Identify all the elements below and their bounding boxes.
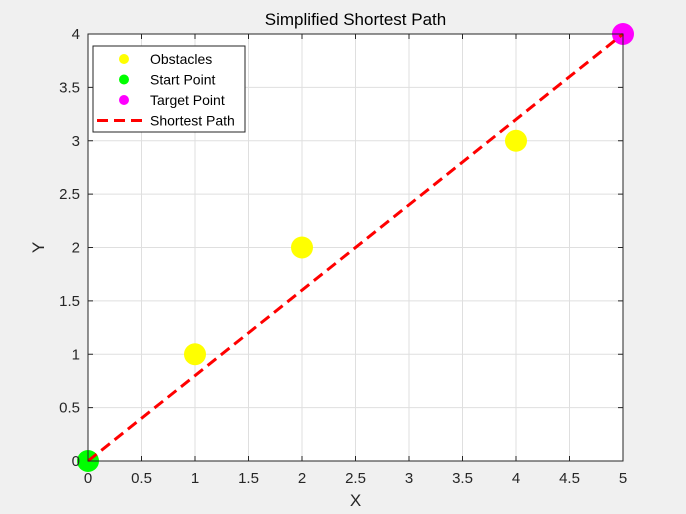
y-axis-label: Y bbox=[29, 242, 48, 253]
x-tick-label: 5 bbox=[619, 470, 627, 487]
y-tick-label: 0.5 bbox=[59, 400, 80, 417]
y-tick-label: 0 bbox=[72, 453, 80, 470]
x-tick-label: 3 bbox=[405, 470, 413, 487]
y-tick-label: 2 bbox=[72, 240, 80, 257]
x-tick-label: 3.5 bbox=[452, 470, 473, 487]
legend-marker bbox=[119, 95, 129, 105]
y-tick-label: 2.5 bbox=[59, 186, 80, 203]
data-layer bbox=[77, 23, 634, 472]
legend-box bbox=[92, 45, 246, 133]
legend-marker bbox=[119, 74, 129, 85]
data-point-obstacles-1 bbox=[291, 236, 313, 259]
chart-title: Simplified Shortest Path bbox=[265, 10, 446, 29]
x-tick-label: 2 bbox=[298, 470, 306, 487]
ticks: 0 0.5 1 1.5 2 2.5 3 3.5 4 4.5 5 0 0.5 1 1.5 2 2.5 3 3.5 4 bbox=[59, 26, 627, 487]
legend-marker bbox=[119, 54, 129, 64]
x-tick-label: 1.5 bbox=[238, 470, 259, 487]
x-tick-label: 0.5 bbox=[131, 470, 152, 487]
x-axis-label: X bbox=[350, 491, 361, 509]
y-tick-label: 1 bbox=[72, 346, 80, 363]
x-tick-label: 4.5 bbox=[559, 470, 580, 487]
y-tick-label: 4 bbox=[72, 26, 80, 43]
y-tick-label: 1.5 bbox=[59, 293, 80, 310]
y-tick-label: 3.5 bbox=[59, 79, 80, 96]
legend-entry: Obstacles bbox=[150, 51, 212, 67]
legend-entry: Start Point bbox=[150, 72, 215, 88]
data-point-obstacles-2 bbox=[505, 129, 527, 152]
legend-entry: Target Point bbox=[150, 92, 225, 108]
x-tick-label: 4 bbox=[512, 470, 520, 487]
legend-entry: Shortest Path bbox=[150, 113, 235, 129]
x-tick-label: 1 bbox=[191, 470, 199, 487]
y-tick-label: 3 bbox=[72, 133, 80, 150]
legend: Obstacles Start Point Target Point Shortest… bbox=[92, 45, 246, 133]
x-tick-label: 2.5 bbox=[345, 470, 366, 487]
x-tick-label: 0 bbox=[84, 470, 92, 487]
series-line-shortest-path bbox=[87, 32, 624, 463]
data-point-obstacles-0 bbox=[184, 343, 206, 366]
